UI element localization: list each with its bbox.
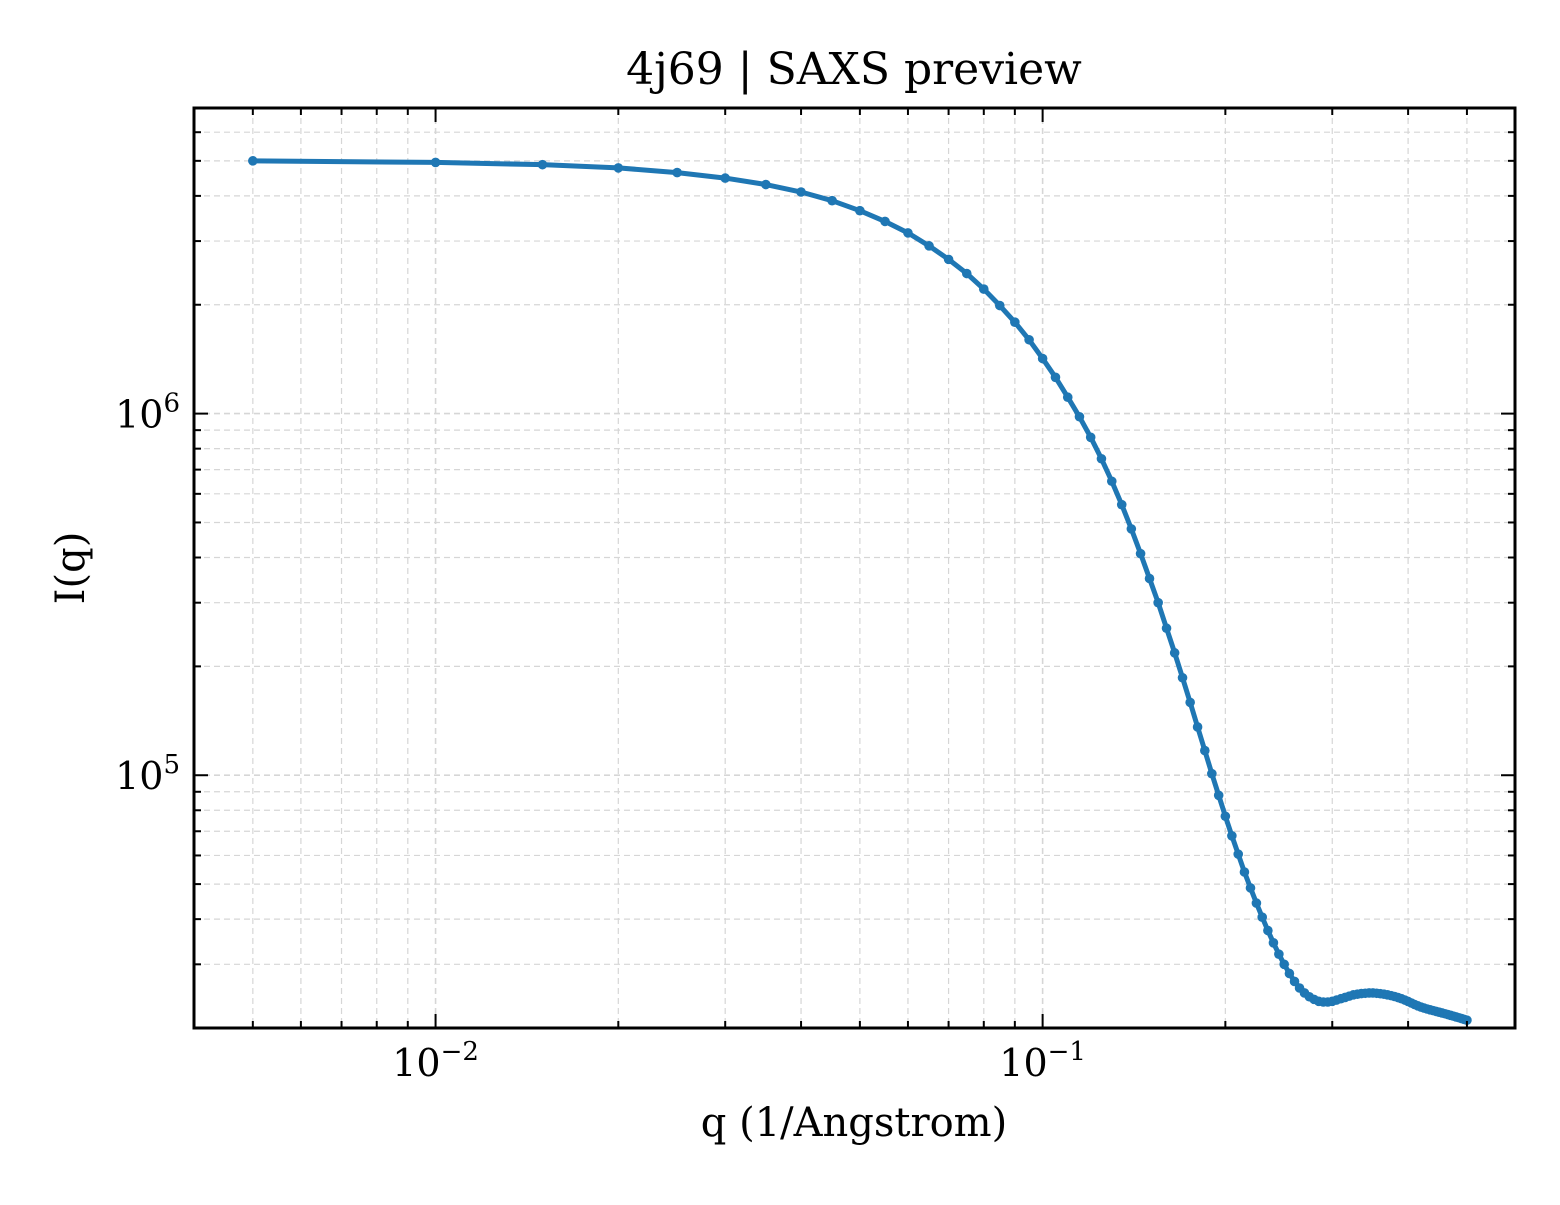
data-point (1274, 949, 1284, 959)
data-point (1213, 790, 1224, 801)
data-point (1169, 648, 1180, 658)
data-point (672, 167, 682, 178)
data-point (1096, 453, 1107, 464)
data-point (961, 268, 972, 279)
axes: 10−2 10−1 105 106 (115, 106, 1517, 1085)
data-point (1263, 925, 1273, 936)
y-axis-label: I(q) (48, 532, 94, 605)
data-point (1289, 976, 1300, 987)
data-point (1227, 831, 1237, 841)
y-tick-label: 106 (115, 389, 180, 437)
x-tick-label: 10−2 (392, 1037, 479, 1085)
x-axis-label: q (1/Angstrom) (701, 1100, 1007, 1146)
data-point (1037, 353, 1048, 364)
data-point (761, 179, 771, 190)
data-point (1251, 898, 1262, 908)
data-point (1144, 573, 1155, 584)
data-point (537, 159, 548, 170)
plot-frame (192, 106, 1517, 1030)
chart-title: 4j69 | SAXS preview (626, 44, 1082, 95)
data-point (1177, 672, 1188, 683)
data-point (827, 195, 837, 206)
data-point (1284, 968, 1295, 979)
y-tick-label: 105 (115, 750, 180, 798)
data-point (1010, 317, 1020, 327)
data-point (1257, 912, 1268, 922)
data-point (1185, 697, 1195, 708)
data-point (978, 284, 989, 294)
data-point (1462, 1015, 1472, 1025)
data-point (1085, 432, 1096, 443)
series-group (248, 156, 1472, 1025)
data-point (924, 241, 934, 251)
data-point (1192, 722, 1203, 732)
data-point (1200, 745, 1210, 756)
data-point (1126, 524, 1137, 534)
data-point (796, 187, 806, 197)
data-point (880, 216, 890, 227)
data-point (248, 156, 258, 166)
x-tick-label: 10−1 (999, 1037, 1086, 1085)
data-point (1207, 768, 1217, 779)
data-point (720, 173, 731, 183)
data-point (1153, 597, 1163, 608)
data-point (1050, 372, 1061, 383)
data-point (994, 300, 1005, 311)
data-point (1268, 938, 1279, 948)
data-point (613, 163, 624, 173)
data-point (1233, 849, 1244, 859)
data-point (1135, 548, 1146, 559)
data-point (943, 254, 954, 265)
data-point (855, 205, 865, 216)
data-point (1239, 867, 1250, 877)
data-point (1106, 476, 1117, 487)
data-point (1220, 811, 1231, 822)
data-point (1062, 392, 1073, 403)
data-point (1161, 623, 1172, 634)
data-point (1024, 334, 1034, 345)
data-point (903, 228, 913, 238)
data-point (430, 157, 441, 168)
data-point (1245, 883, 1256, 893)
data-point (1116, 499, 1127, 510)
data-point (1279, 959, 1289, 970)
data-point (1074, 411, 1085, 422)
